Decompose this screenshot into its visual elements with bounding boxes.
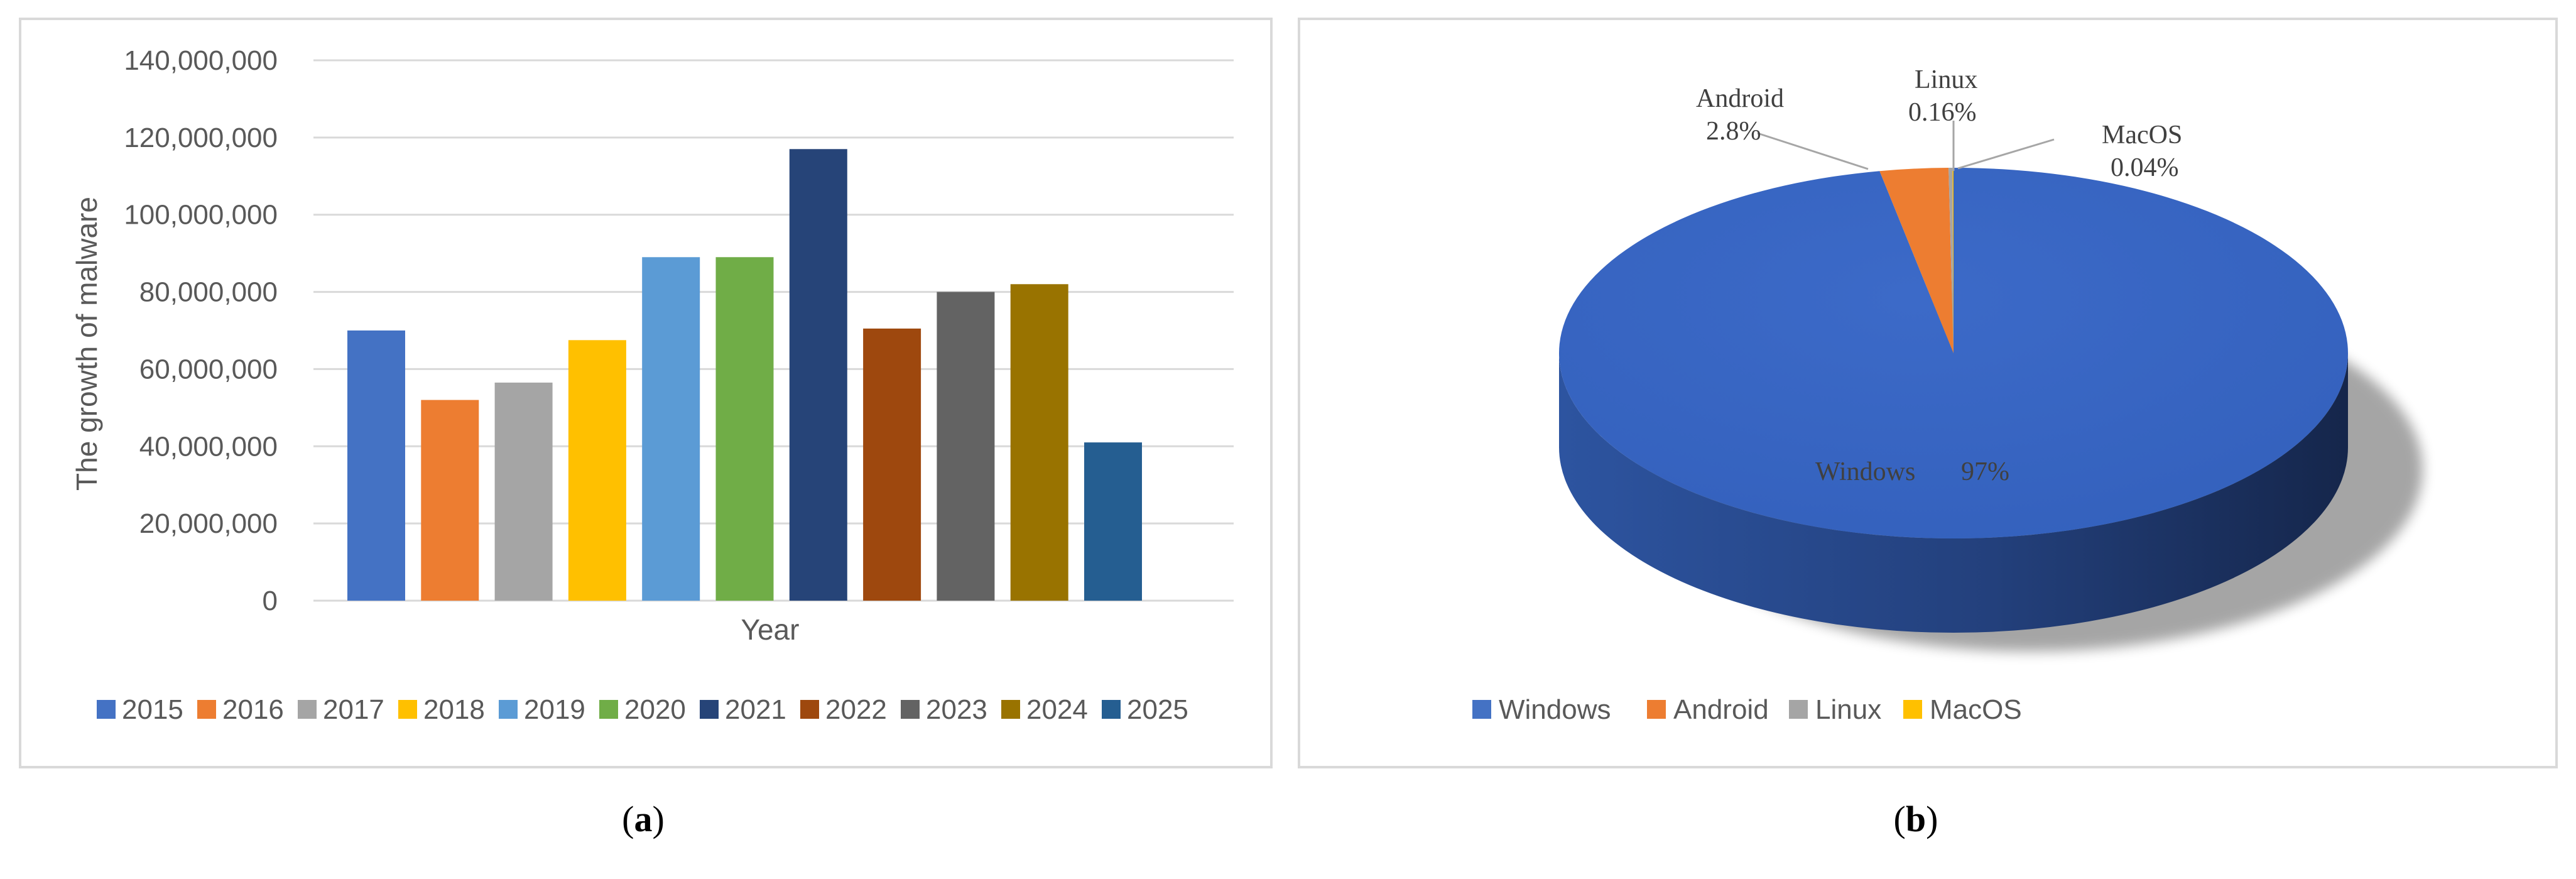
- pie-slice-linux: [1948, 168, 1954, 353]
- legend-item-MacOS: MacOS: [1903, 694, 2022, 725]
- legend-swatch: [499, 700, 518, 719]
- legend-item-2019: 2019: [499, 694, 585, 725]
- bar-2022: [863, 328, 921, 601]
- legend-swatch: [197, 700, 216, 719]
- linux-label-name: Linux: [1915, 65, 1977, 94]
- y-tick-label: 120,000,000: [124, 123, 278, 153]
- legend-item-2021: 2021: [700, 694, 786, 725]
- legend-item-Windows: Windows: [1472, 694, 1611, 725]
- legend-item-2015: 2015: [97, 694, 183, 725]
- legend-item-2022: 2022: [800, 694, 887, 725]
- bar-2019: [642, 257, 700, 601]
- legend-swatch: [298, 700, 317, 719]
- legend-label: 2021: [725, 694, 786, 725]
- bar-2018: [568, 340, 626, 601]
- legend-label: 2020: [624, 694, 686, 725]
- legend-label: 2016: [222, 694, 284, 725]
- pie-slice-windows-side: [1559, 353, 2348, 633]
- legend-swatch: [1647, 700, 1666, 719]
- legend-swatch: [599, 700, 618, 719]
- bar-2025: [1084, 442, 1142, 601]
- legend-label: 2025: [1127, 694, 1188, 725]
- legend-item-2025: 2025: [1102, 694, 1188, 725]
- bar-chart-legend: 2015 2016 2017 2018 2019 2020 2021 2022 2023 2024…: [97, 694, 1188, 725]
- legend-label: 2019: [524, 694, 585, 725]
- y-tick-label: 60,000,000: [139, 354, 278, 385]
- legend-label: 2018: [423, 694, 485, 725]
- legend-item-2016: 2016: [197, 694, 284, 725]
- legend-label: Android: [1673, 694, 1769, 725]
- legend-swatch: [1001, 700, 1020, 719]
- linux-label-value: 0.16%: [1908, 98, 1977, 127]
- bar-2017: [494, 382, 553, 601]
- macos-label-name: MacOS: [2102, 121, 2182, 150]
- bar-2023: [937, 292, 995, 601]
- caption-b: (b): [1893, 799, 1938, 839]
- pie-slice-macos: [1952, 168, 1954, 353]
- y-tick-label: 140,000,000: [124, 45, 278, 76]
- legend-swatch: [1789, 700, 1808, 719]
- bar-chart-panel: 0 20,000,000 40,000,000 60,000,000 80,000,00…: [19, 18, 1273, 768]
- legend-swatch: [800, 700, 819, 719]
- legend-item-2017: 2017: [298, 694, 384, 725]
- legend-swatch: [1903, 700, 1922, 719]
- legend-swatch: [901, 700, 920, 719]
- macos-label-value: 0.04%: [2111, 153, 2179, 182]
- android-leader-line: [1757, 132, 1869, 170]
- y-tick-label: 80,000,000: [139, 277, 278, 308]
- pie-chart: Android 2.8% Linux 0.16% MacOS 0.04% Win…: [1472, 65, 2423, 725]
- legend-swatch: [1102, 700, 1121, 719]
- pie-chart-legend: Windows Android Linux MacOS: [1472, 694, 2022, 725]
- legend-item-Android: Android: [1647, 694, 1769, 725]
- caption-a: (a): [622, 799, 665, 839]
- pie-chart-panel: Android 2.8% Linux 0.16% MacOS 0.04% Win…: [1298, 18, 2558, 768]
- legend-label: 2024: [1026, 694, 1088, 725]
- legend-item-2024: 2024: [1001, 694, 1088, 725]
- legend-label: 2015: [122, 694, 183, 725]
- legend-label: 2022: [825, 694, 887, 725]
- legend-item-2018: 2018: [398, 694, 485, 725]
- windows-label-name: Windows: [1815, 457, 1915, 486]
- legend-label: 2017: [323, 694, 384, 725]
- bar-2015: [347, 330, 405, 601]
- android-label-name: Android: [1696, 84, 1784, 113]
- y-tick-label: 40,000,000: [139, 431, 278, 462]
- bar-2024: [1010, 284, 1068, 601]
- legend-label: MacOS: [1930, 694, 2022, 725]
- y-tick-label: 100,000,000: [124, 200, 278, 231]
- legend-label: Windows: [1499, 694, 1611, 725]
- bar-2021: [789, 149, 847, 601]
- legend-swatch: [97, 700, 116, 719]
- android-label-value: 2.8%: [1706, 117, 1761, 146]
- legend-label: Linux: [1815, 694, 1881, 725]
- legend-swatch: [1472, 700, 1491, 719]
- bar-chart: 0 20,000,000 40,000,000 60,000,000 80,000,00…: [70, 45, 1234, 725]
- pie-slice-android: [1879, 168, 1954, 353]
- windows-label-value: 97%: [1961, 457, 2009, 486]
- y-axis-label: The growth of malware: [70, 197, 103, 491]
- legend-label: 2023: [926, 694, 987, 725]
- y-tick-label: 0: [263, 586, 278, 616]
- bar-chart-y-ticks: 0 20,000,000 40,000,000 60,000,000 80,000,00…: [124, 45, 278, 616]
- legend-item-2023: 2023: [901, 694, 987, 725]
- bar-2016: [421, 400, 479, 601]
- y-tick-label: 20,000,000: [139, 508, 278, 539]
- bar-2020: [715, 257, 774, 601]
- x-axis-label: Year: [741, 613, 800, 646]
- bar-chart-bars: [347, 149, 1142, 601]
- legend-item-2020: 2020: [599, 694, 686, 725]
- legend-swatch: [398, 700, 417, 719]
- macos-leader-line: [1957, 138, 2055, 170]
- legend-item-Linux: Linux: [1789, 694, 1881, 725]
- legend-swatch: [700, 700, 719, 719]
